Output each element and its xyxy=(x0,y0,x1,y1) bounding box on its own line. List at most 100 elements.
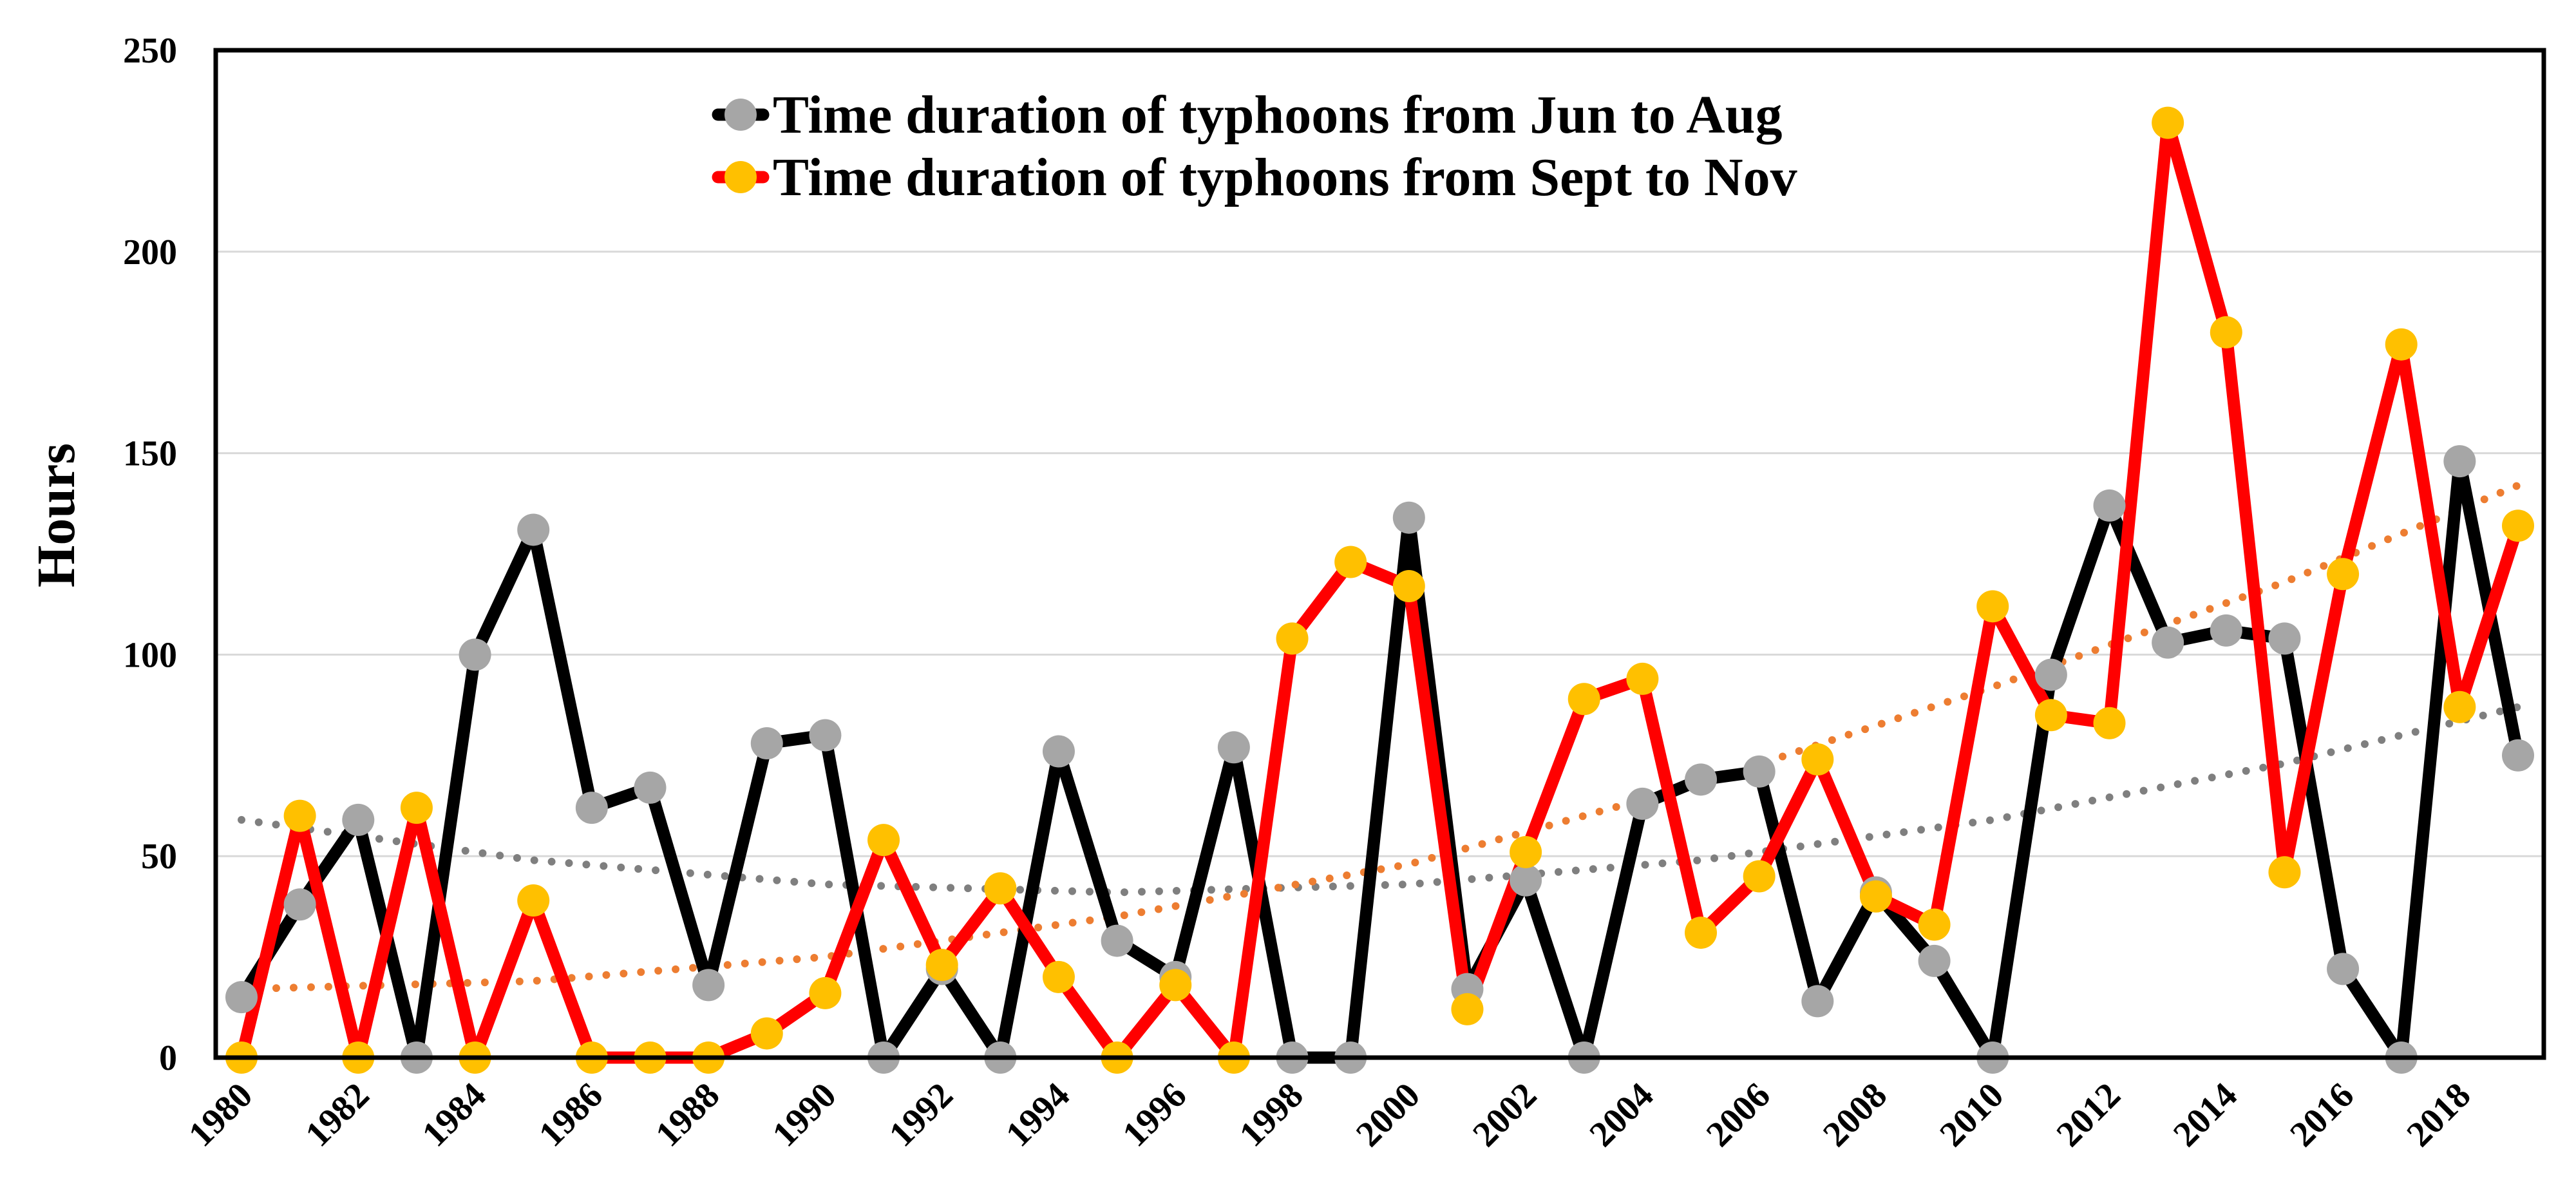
data-point xyxy=(459,638,491,671)
data-point xyxy=(2268,622,2301,655)
x-tick-label: 2002 xyxy=(1465,1075,1544,1154)
data-point xyxy=(1743,860,1776,893)
data-point xyxy=(984,872,1017,905)
data-point xyxy=(517,884,550,917)
x-tick-label: 2014 xyxy=(2166,1075,2245,1154)
data-point xyxy=(2093,707,2126,739)
data-point xyxy=(2327,558,2360,591)
y-axis-ticks: 0 50 100 150 200 250 xyxy=(123,31,177,1078)
x-tick-label: 2000 xyxy=(1349,1075,1428,1154)
data-point xyxy=(634,771,667,804)
x-axis-ticks: 1980 1982 1984 1986 1988 1990 1992 1994 1996 1998… xyxy=(181,1075,2478,1154)
data-point xyxy=(867,824,900,857)
data-point xyxy=(283,888,316,921)
data-point xyxy=(2210,614,2242,647)
data-point xyxy=(2443,690,2476,723)
series-markers xyxy=(225,106,2534,1074)
data-point xyxy=(1976,590,2009,623)
data-point xyxy=(1685,917,1718,949)
x-tick-label: 1996 xyxy=(1115,1075,1194,1154)
data-point xyxy=(2093,489,2126,522)
y-tick-label: 50 xyxy=(141,837,177,877)
data-point xyxy=(1567,683,1600,716)
data-point xyxy=(809,976,842,1009)
series-line xyxy=(235,117,2524,1064)
x-tick-label: 2004 xyxy=(1582,1075,1662,1154)
data-point xyxy=(2152,106,2184,139)
x-tick-label: 2006 xyxy=(1699,1075,1778,1154)
data-point xyxy=(692,969,725,1002)
data-point xyxy=(1510,864,1542,897)
x-tick-label: 2018 xyxy=(2400,1075,2479,1154)
x-tick-label: 1980 xyxy=(181,1075,260,1154)
x-tick-label: 1998 xyxy=(1232,1075,1311,1154)
legend-label: Time duration of typhoons from Sept to N… xyxy=(773,147,1797,207)
data-point xyxy=(1042,960,1075,993)
data-point xyxy=(1276,622,1309,655)
data-point xyxy=(1159,969,1192,1002)
data-point xyxy=(1042,735,1075,768)
data-point xyxy=(575,792,608,824)
data-point xyxy=(2034,658,2067,691)
data-point xyxy=(750,727,783,760)
data-point xyxy=(2034,699,2067,732)
x-tick-label: 1984 xyxy=(415,1075,494,1154)
data-point xyxy=(1392,501,1425,534)
data-point xyxy=(1918,908,1951,941)
x-tick-label: 2016 xyxy=(2282,1075,2362,1154)
data-point xyxy=(283,799,316,832)
data-point xyxy=(517,513,550,546)
y-tick-label: 0 xyxy=(159,1038,177,1078)
x-tick-label: 2010 xyxy=(1932,1075,2011,1154)
data-point xyxy=(1101,924,1133,957)
data-point xyxy=(1392,570,1425,603)
data-point xyxy=(1918,944,1951,977)
x-tick-label: 1990 xyxy=(765,1075,844,1154)
data-point xyxy=(2443,445,2476,478)
y-tick-label: 250 xyxy=(123,31,177,71)
x-tick-label: 1992 xyxy=(882,1075,961,1154)
data-point xyxy=(2327,953,2360,985)
data-point xyxy=(1626,787,1659,820)
legend-marker-swatch xyxy=(724,99,757,131)
data-point xyxy=(1685,763,1718,796)
series-lines xyxy=(235,117,2524,1064)
legend-label: Time duration of typhoons from Jun to Au… xyxy=(773,85,1783,145)
y-axis-label: Hours xyxy=(26,443,86,587)
data-point xyxy=(400,792,433,824)
data-point xyxy=(2502,739,2534,772)
data-point xyxy=(2268,856,2301,889)
x-tick-label: 2012 xyxy=(2049,1075,2128,1154)
data-point xyxy=(809,719,842,752)
legend-marker-swatch xyxy=(724,161,757,193)
legend: Time duration of typhoons from Jun to Au… xyxy=(712,85,1797,207)
x-tick-label: 1994 xyxy=(998,1075,1077,1154)
x-tick-label: 2008 xyxy=(1815,1075,1895,1154)
data-point xyxy=(1743,755,1776,788)
data-point xyxy=(2385,328,2418,361)
data-point xyxy=(1510,835,1542,868)
data-point xyxy=(2502,509,2534,542)
plot-area xyxy=(213,48,2546,1060)
data-point xyxy=(750,1017,783,1050)
data-point xyxy=(342,803,375,836)
data-point xyxy=(1334,546,1367,578)
y-tick-label: 150 xyxy=(123,434,177,474)
data-point xyxy=(2152,626,2184,659)
data-point xyxy=(1451,993,1484,1025)
data-point xyxy=(1626,662,1659,695)
data-point xyxy=(1859,880,1892,913)
y-tick-label: 100 xyxy=(123,635,177,675)
y-tick-label: 200 xyxy=(123,233,177,272)
data-point xyxy=(1801,743,1834,776)
data-point xyxy=(225,981,258,1014)
data-point xyxy=(925,949,958,982)
x-tick-label: 1982 xyxy=(298,1075,377,1154)
x-tick-label: 1988 xyxy=(648,1075,727,1154)
data-point xyxy=(1217,731,1250,764)
data-point xyxy=(1801,985,1834,1018)
series-line xyxy=(235,455,2524,1064)
data-point xyxy=(2210,316,2242,348)
x-tick-label: 1986 xyxy=(531,1075,611,1154)
